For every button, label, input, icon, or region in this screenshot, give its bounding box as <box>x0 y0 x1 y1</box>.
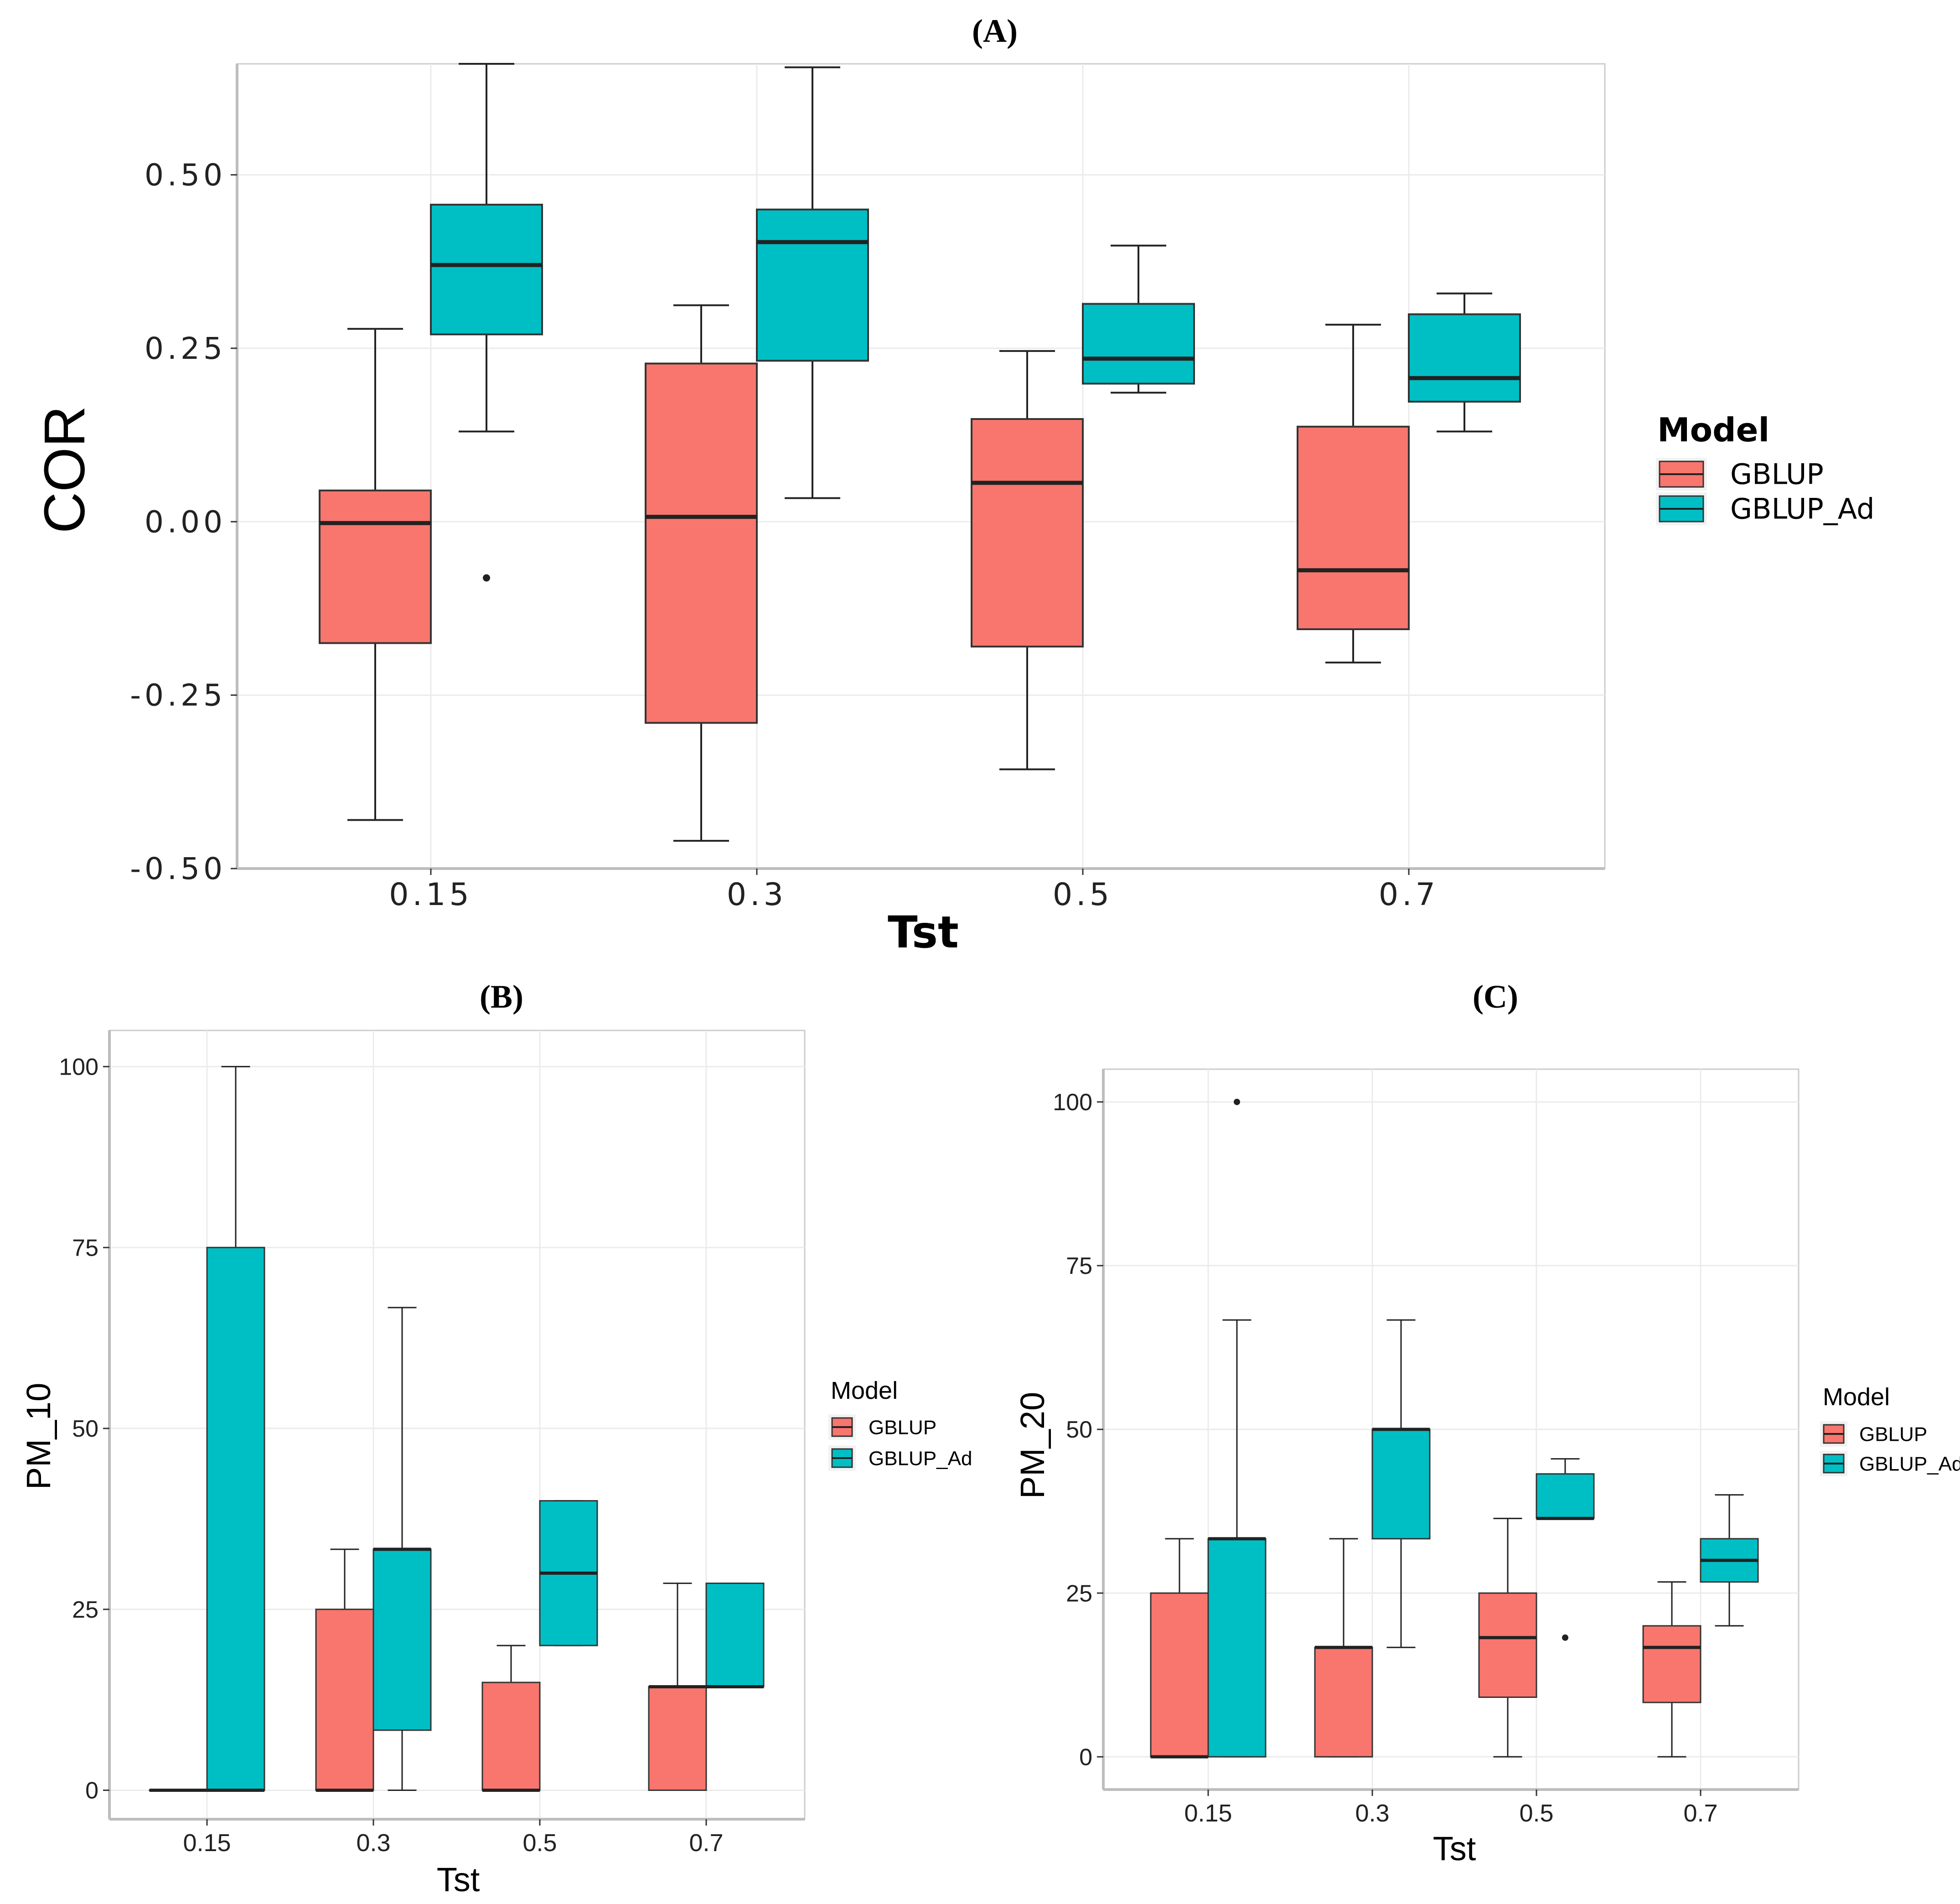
box-iqr <box>705 1583 765 1688</box>
y-tick-label: -0.50 <box>130 851 226 886</box>
y-tick-label: 0 <box>85 1778 98 1804</box>
outlier-point <box>1234 1098 1240 1105</box>
outlier-point <box>483 574 490 582</box>
legend-title: Model <box>1657 411 1769 449</box>
x-tick-label: 0.3 <box>727 877 787 913</box>
box-iqr <box>1314 1646 1373 1758</box>
legend-title: Model <box>831 1377 898 1404</box>
box-iqr <box>648 1686 707 1791</box>
y-tick-label: 50 <box>72 1416 98 1442</box>
box-iqr <box>206 1247 265 1791</box>
box-gblup-0.7 <box>648 1583 707 1791</box>
legend-label: GBLUP <box>1859 1423 1927 1445</box>
legend-label: GBLUP_Ad <box>1859 1453 1960 1475</box>
x-tick-label: 0.15 <box>389 877 472 913</box>
box-gblup-0.5 <box>481 1645 541 1792</box>
y-tick-label: 0.50 <box>145 158 226 193</box>
box-gblup-0.3 <box>645 304 758 842</box>
box-gblup-ad-0.15 <box>1207 1098 1267 1758</box>
outlier-point <box>1562 1634 1568 1641</box>
legend-label: GBLUP <box>1730 458 1824 491</box>
x-axis-title: Tst <box>437 1861 480 1899</box>
box-gblup-0.3 <box>315 1548 374 1792</box>
y-axis-title: COR <box>32 406 97 533</box>
y-tick-label: 100 <box>59 1054 98 1081</box>
y-tick-label: 0 <box>1079 1744 1092 1770</box>
panel-label: (B) <box>480 978 523 1015</box>
box-gblup-ad-0.5 <box>1082 244 1195 394</box>
x-axis-title: Tst <box>888 907 959 958</box>
panel-label: (A) <box>972 13 1018 49</box>
legend-label: GBLUP_Ad <box>1730 492 1874 526</box>
legend-label: GBLUP <box>869 1416 936 1438</box>
box-iqr <box>1536 1473 1595 1519</box>
box-iqr <box>315 1609 374 1791</box>
box-iqr <box>756 208 869 362</box>
chart-panel-c: 0 25 50 75 100 0.15 0.3 0.5 0.7 Tst PM_20 (C) Model G… <box>1014 978 1960 1868</box>
chart-panel-b: 0 25 50 75 100 0.15 0.3 0.5 0.7 Tst PM_10 (B) Model G… <box>20 978 972 1899</box>
x-tick-label: 0.7 <box>1683 1800 1717 1827</box>
box-iqr <box>1207 1538 1267 1758</box>
box-gblup-ad-0.5 <box>1536 1458 1595 1641</box>
y-tick-label: 25 <box>72 1597 98 1623</box>
box-iqr <box>1150 1592 1209 1758</box>
y-axis-title: PM_10 <box>20 1383 57 1490</box>
panel-label: (C) <box>1473 978 1518 1015</box>
x-tick-label: 0.15 <box>1184 1800 1232 1827</box>
box-iqr <box>430 203 543 336</box>
box-iqr <box>372 1548 432 1731</box>
box-gblup-ad-0.3 <box>372 1307 432 1791</box>
box-gblup-0.7 <box>1297 324 1410 664</box>
box-gblup-0.5 <box>971 350 1084 771</box>
y-tick-label: 0.00 <box>145 504 226 539</box>
y-tick-label: 75 <box>72 1235 98 1261</box>
box-gblup-ad-0.3 <box>756 66 869 499</box>
x-tick-label: 0.5 <box>522 1829 557 1857</box>
box-iqr <box>1478 1592 1537 1698</box>
x-tick-label: 0.7 <box>1379 877 1439 913</box>
legend: Model GBLUP GBLUP_Ad <box>1820 1383 1960 1476</box>
box-iqr <box>1642 1625 1701 1703</box>
box-iqr <box>1297 425 1410 631</box>
x-tick-label: 0.5 <box>1053 877 1113 913</box>
box-gblup-ad-0.7 <box>1700 1494 1759 1627</box>
box-gblup-0.15 <box>149 1789 208 1792</box>
legend-label: GBLUP_Ad <box>869 1447 972 1469</box>
x-tick-label: 0.7 <box>689 1829 723 1857</box>
box-iqr <box>1082 303 1195 385</box>
y-tick-label: 25 <box>1066 1580 1092 1607</box>
y-tick-label: 100 <box>1053 1089 1092 1116</box>
y-tick-label: -0.25 <box>130 678 226 713</box>
box-iqr <box>481 1682 541 1791</box>
box-gblup-ad-0.7 <box>705 1583 765 1689</box>
box-iqr <box>1371 1428 1431 1540</box>
box-gblup-0.3 <box>1314 1538 1373 1758</box>
chart-panel-a: -0.50 -0.25 0.00 0.25 0.50 0.15 0.3 0.5 0.7 Tst CO… <box>32 13 1874 958</box>
y-tick-label: 0.25 <box>145 331 226 366</box>
box-gblup-ad-0.15 <box>206 1066 265 1792</box>
box-gblup-ad-0.3 <box>1371 1319 1431 1648</box>
box-gblup-ad-0.7 <box>1408 292 1521 433</box>
box-iqr <box>1408 313 1521 403</box>
box-gblup-ad-0.5 <box>539 1500 598 1646</box>
x-tick-label: 0.15 <box>183 1829 231 1857</box>
box-gblup-0.5 <box>1478 1517 1537 1758</box>
y-tick-label: 50 <box>1066 1417 1092 1443</box>
box-iqr <box>645 362 758 724</box>
legend-title: Model <box>1823 1383 1890 1411</box>
box-gblup-ad-0.15 <box>430 63 543 582</box>
x-axis-title: Tst <box>1433 1830 1476 1868</box>
x-tick-label: 0.3 <box>1355 1800 1389 1827</box>
box-iqr <box>319 489 432 644</box>
box-iqr <box>971 418 1084 648</box>
y-axis-title: PM_20 <box>1014 1392 1051 1499</box>
x-tick-label: 0.5 <box>1519 1800 1553 1827</box>
x-tick-label: 0.3 <box>356 1829 390 1857</box>
box-gblup-0.15 <box>319 328 432 821</box>
legend: Model GBLUP GBLUP_Ad <box>828 1377 972 1471</box>
y-tick-label: 75 <box>1066 1253 1092 1279</box>
box-gblup-0.7 <box>1642 1581 1701 1758</box>
